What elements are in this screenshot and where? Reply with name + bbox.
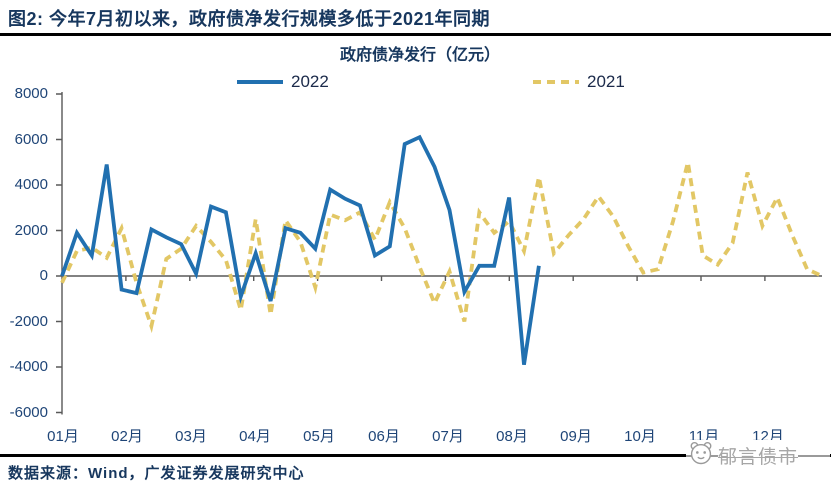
legend-label-2021: 2021 — [587, 72, 625, 91]
x-tick-label: 10月 — [624, 428, 656, 445]
y-tick-label: 0 — [39, 267, 48, 284]
brand-watermark: 郁言债市 — [686, 440, 830, 471]
y-tick-label: 8000 — [14, 85, 48, 102]
legend-swatch-2022 — [237, 80, 283, 84]
y-tick-label: 2000 — [14, 222, 48, 239]
footer-divider-rule — [0, 454, 831, 457]
x-tick-label: 08月 — [496, 428, 528, 445]
x-tick-label: 03月 — [175, 428, 207, 445]
legend-swatch-2021 — [533, 80, 579, 84]
data-source-text: 数据来源：Wind，广发证券发展研究中心 — [8, 465, 305, 482]
chart-title: 政府债净发行（亿元） — [339, 47, 500, 64]
x-tick-label: 04月 — [239, 428, 271, 445]
title-divider-rule — [0, 33, 831, 36]
y-tick-label: 6000 — [14, 131, 48, 148]
watermark-text: 郁言债市 — [718, 442, 799, 469]
x-tick-label: 06月 — [368, 428, 400, 445]
series-line-2022 — [60, 134, 541, 365]
y-tick-label: 4000 — [14, 176, 48, 193]
x-tick-label: 05月 — [303, 428, 335, 445]
y-tick-label: -2000 — [9, 313, 48, 330]
legend-item-2021: 2021 — [533, 72, 625, 92]
legend-label-2022: 2022 — [291, 72, 329, 91]
x-tick-label: 01月 — [47, 428, 79, 445]
figure-title: 图2: 今年7月初以来，政府债净发行规模多低于2021年同期 — [8, 9, 491, 29]
x-tick-label: 02月 — [111, 428, 143, 445]
legend-item-2022: 2022 — [237, 72, 329, 92]
x-tick-label: 07月 — [432, 428, 464, 445]
y-tick-label: -6000 — [9, 404, 48, 421]
y-tick-label: -4000 — [9, 358, 48, 375]
panda-face-icon — [688, 440, 714, 471]
x-tick-label: 09月 — [560, 428, 592, 445]
series-line-2021 — [60, 161, 823, 334]
axis-tick-marks — [56, 93, 766, 414]
